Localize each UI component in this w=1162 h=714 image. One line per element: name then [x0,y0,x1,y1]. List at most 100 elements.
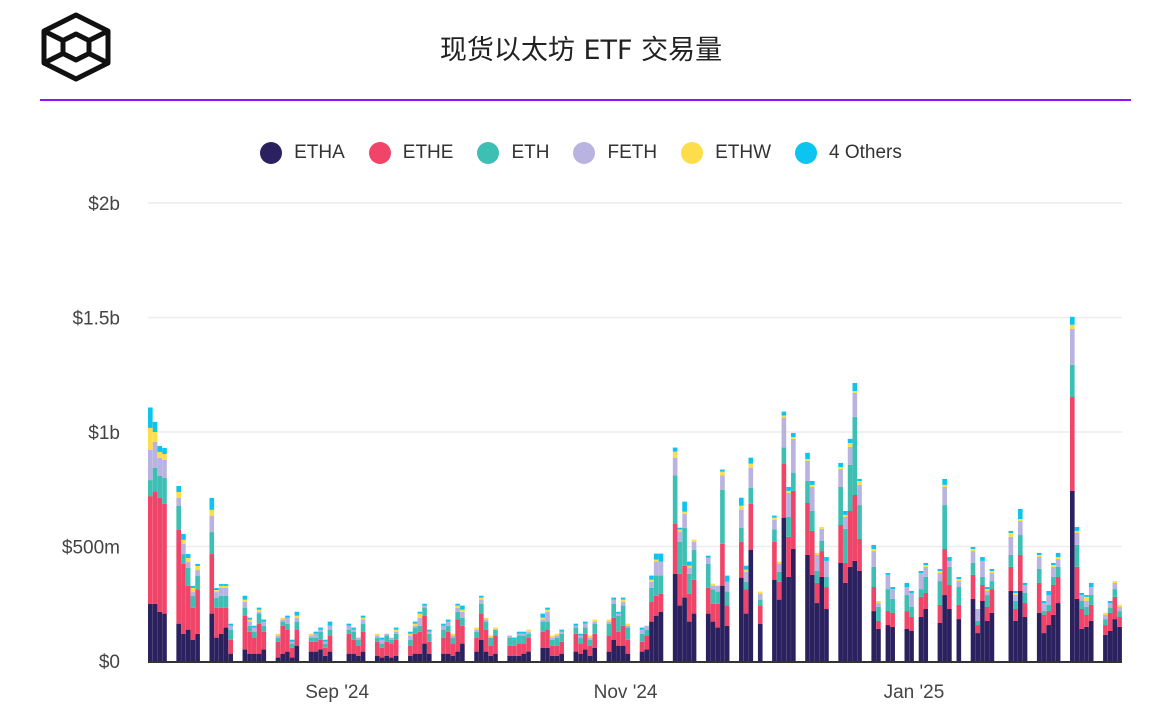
bar-segment-feth [947,560,952,567]
bar-segment-eth [327,629,333,636]
bar-segment-4-others [720,469,725,472]
bar-segment-ethw [190,587,196,593]
bar-segment-ethe [540,631,546,648]
bar-segment-eth [739,527,744,542]
legend-item[interactable]: ETHW [681,142,771,164]
bar-segment-etha [441,653,446,661]
bar-segment-ethe [653,595,659,616]
bar-segment-ethw [970,549,976,552]
bar-segment-4-others [228,623,234,626]
bar-segment-eth [772,529,777,542]
bar-segment-ethw [209,509,215,517]
bar-segment-eth [308,637,314,642]
bar-segment-eth [852,416,858,495]
bar-segment-ethe [890,612,895,627]
bar-segment-eth [857,505,862,539]
bar-segment-etha [710,621,716,661]
bar-segment-feth [1041,603,1047,612]
bar-segment-feth [214,592,219,599]
bar-segment-4-others [620,597,626,600]
legend-item[interactable]: 4 Others [795,142,902,164]
bar-segment-ethe [786,536,791,577]
bar-segment-eth [1046,604,1051,612]
bar-segment-ethe [483,629,489,652]
bar-segment-feth [984,590,990,596]
bar-segment-etha [195,633,200,661]
bar-segment-feth [483,619,489,622]
bar-segment-eth [587,639,593,646]
bar-segment-4-others [984,587,990,590]
bar-segment-ethw [218,585,224,588]
legend-item[interactable]: ETH [477,142,549,164]
bar-segment-eth [422,607,427,616]
bar-segment-4-others [616,611,621,614]
bar-segment-feth [838,469,843,487]
bar-segment-ethe [412,633,418,654]
chart-legend: ETHA ETHE ETH FETH ETHW 4 Others [0,142,1162,164]
bar-segment-feth [677,531,683,542]
bar-segment-eth [791,472,796,491]
bar-segment-etha [984,620,990,661]
bar-segment-etha [322,655,328,661]
bar-segment-etha [1112,619,1118,661]
bar-segment-feth [687,567,692,574]
bar-segment-ethw [748,463,754,468]
bar-segment-ethw [1069,324,1075,329]
bar-segment-eth [493,629,498,636]
bar-segment-etha [1051,614,1056,661]
bar-segment-ethw [545,609,550,612]
bar-segment-etha [360,651,366,661]
bar-segment-feth [857,484,862,506]
bar-segment-ethw [757,591,763,594]
bar-segment-4-others [157,445,163,452]
bar-segment-feth [1008,536,1014,555]
bar-segment-ethw [1117,604,1122,607]
bar-segment-4-others [947,557,952,561]
bar-segment-etha [1017,590,1023,661]
bar-segment-feth [1117,606,1122,612]
bar-segment-ethe [1112,596,1118,620]
bar-segment-eth [261,625,267,632]
legend-item[interactable]: ETHA [260,142,345,164]
bar-segment-ethe [578,643,583,654]
bar-segment-etha [247,653,252,661]
bar-segment-etha [526,651,531,661]
bar-segment-feth [389,637,394,640]
bar-segment-etha [824,609,829,661]
bar-segment-eth [280,621,286,626]
bar-segment-eth [715,591,721,604]
bar-segment-feth [644,625,650,630]
bar-segment-4-others [322,639,328,642]
bar-segment-4-others [1036,552,1042,555]
bar-segment-eth [228,629,234,640]
bar-segment-4-others [611,597,616,600]
bar-segment-eth [805,481,810,503]
bar-segment-etha [294,645,300,661]
bar-segment-etha [1008,590,1014,661]
bar-segment-etha [724,625,730,661]
bar-segment-etha [545,647,550,661]
bar-segment-eth [592,623,598,634]
bar-segment-4-others [672,447,678,452]
bar-segment-4-others [162,448,167,454]
the-block-logo [41,12,111,82]
bar-segment-4-others [152,421,158,432]
bar-segment-ethw [455,605,460,608]
bar-segment-etha [1036,612,1042,661]
bar-segment-ethw [743,569,749,572]
bar-segment-feth [190,592,196,596]
bar-segment-feth [218,587,224,596]
bar-segment-ethe [356,645,361,656]
legend-item[interactable]: FETH [573,142,657,164]
bar-segment-feth [242,601,248,608]
bar-segment-eth [1041,611,1047,615]
bar-segment-etha [507,655,512,661]
bar-segment-ethe [970,574,976,599]
legend-item[interactable]: ETHE [368,142,453,164]
bar-segment-4-others [247,617,252,620]
bar-segment-ethe [885,611,891,626]
bar-segment-ethe [389,643,394,658]
bar-segment-4-others [682,501,687,512]
bar-segment-eth [904,595,910,612]
bar-segment-eth [573,627,579,634]
